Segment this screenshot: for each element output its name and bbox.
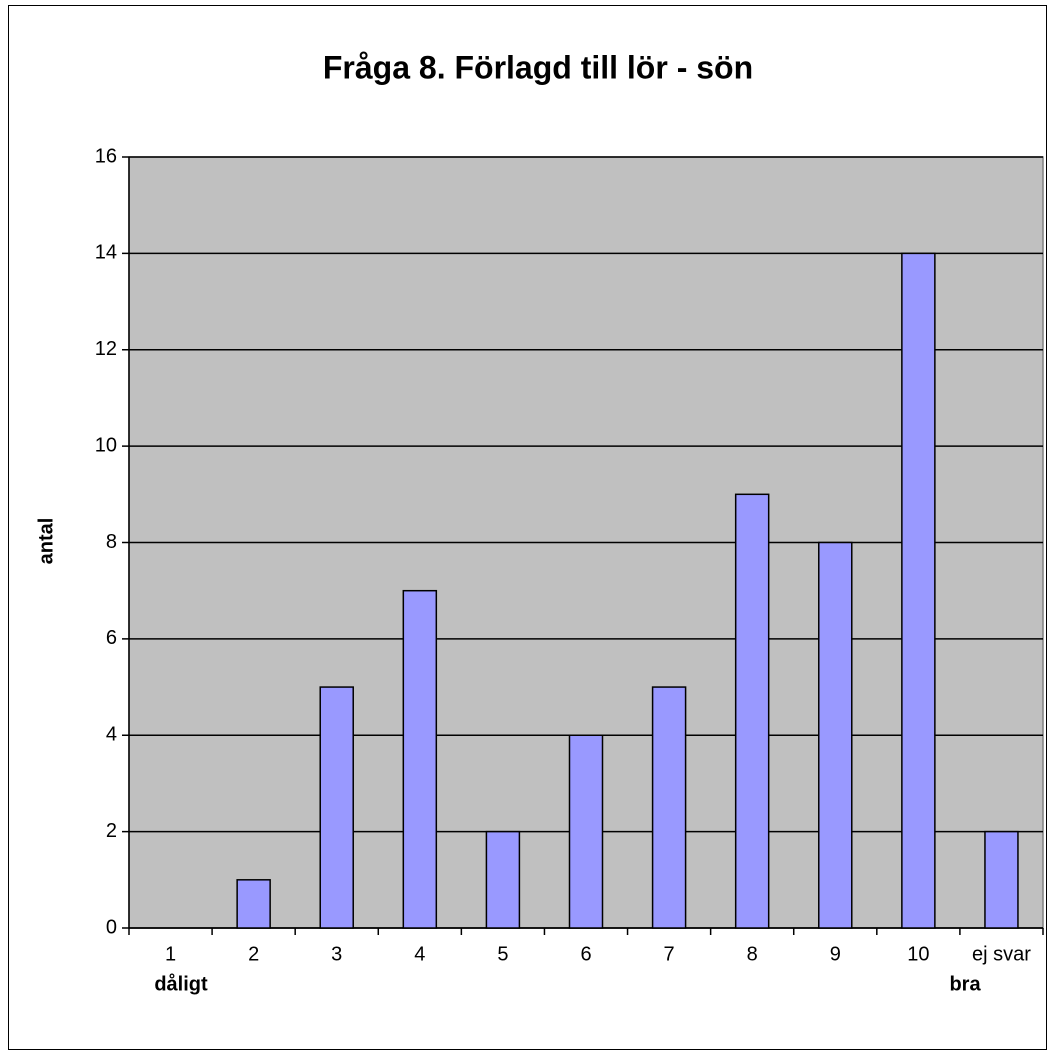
x-tick-label: 10: [907, 943, 929, 965]
bar: [818, 541, 853, 929]
y-tick-label: 12: [95, 338, 117, 360]
bar: [651, 686, 687, 929]
y-tick-label: 0: [106, 916, 117, 938]
y-tick-label: 4: [106, 724, 117, 746]
bar: [236, 879, 271, 929]
y-tick-label: 6: [106, 627, 117, 649]
y-axis-label: antal: [35, 518, 57, 565]
chart-title: Fråga 8. Förlagd till lör - sön: [323, 49, 753, 85]
x-tick-label: 8: [747, 943, 758, 965]
y-tick-label: 2: [106, 820, 117, 842]
bar: [319, 686, 354, 929]
bar: [485, 830, 521, 929]
bar: [402, 589, 438, 929]
bar: [568, 734, 604, 929]
annotation: bra: [949, 973, 981, 995]
bar: [734, 493, 770, 929]
x-tick-label: 4: [414, 943, 425, 965]
x-tick-label: 2: [248, 943, 259, 965]
bar: [901, 252, 936, 929]
x-tick-label: 6: [580, 943, 591, 965]
y-tick-label: 16: [95, 145, 117, 167]
y-tick-label: 14: [95, 242, 117, 264]
x-tick-label: ej svar: [972, 943, 1031, 965]
x-tick-label: 3: [331, 943, 342, 965]
x-tick-label: 1: [165, 943, 176, 965]
x-tick-label: 5: [497, 943, 508, 965]
x-tick-label: 7: [664, 943, 675, 965]
annotation: dåligt: [154, 972, 208, 995]
bar: [984, 830, 1019, 929]
y-tick-label: 10: [95, 434, 117, 456]
y-tick-label: 8: [106, 531, 117, 553]
x-tick-label: 9: [830, 943, 841, 965]
